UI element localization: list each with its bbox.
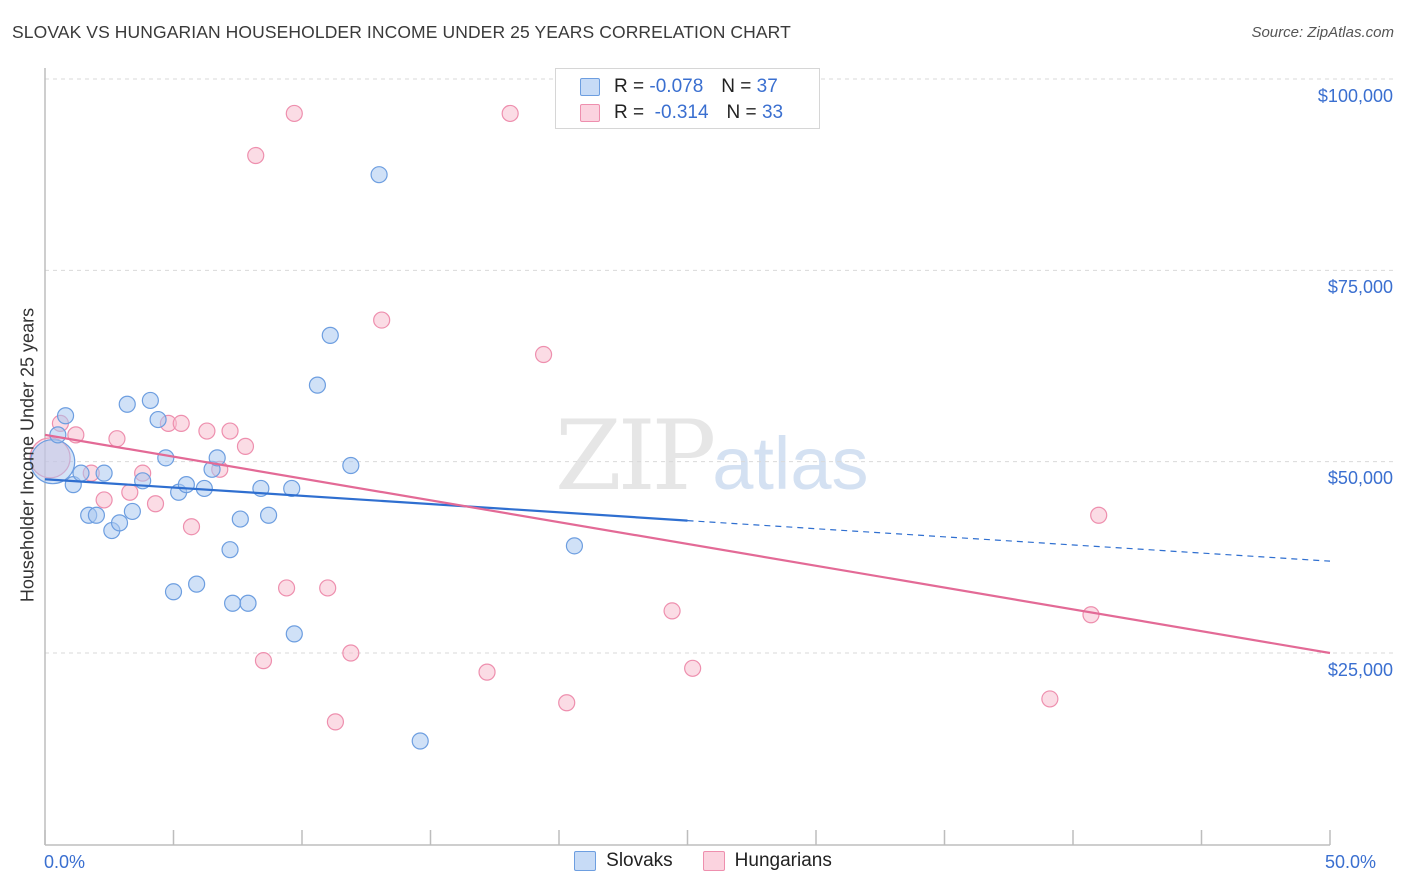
legend-label-hungarians: Hungarians <box>734 850 832 871</box>
slovak-point <box>188 575 206 593</box>
n-value: 37 <box>756 76 778 97</box>
slovak-point <box>342 456 360 475</box>
x-tick-label-max: 50.0% <box>1325 852 1377 872</box>
slovak-point <box>141 391 159 410</box>
hungarian-point <box>108 430 126 448</box>
watermark-atlas: atlas <box>712 422 869 505</box>
r-value: -0.078 <box>649 76 704 97</box>
slovak-point <box>157 449 175 467</box>
slovak-point <box>56 407 75 425</box>
slovak-point <box>110 514 129 532</box>
hungarian-point <box>478 663 496 681</box>
grid-lines <box>45 78 1393 654</box>
hungarian-point <box>198 422 216 440</box>
axes <box>44 68 1331 846</box>
series-slovaks <box>30 166 584 750</box>
slovak-point <box>118 395 136 413</box>
slovak-point <box>177 476 195 494</box>
series-hungarians <box>29 104 1108 731</box>
watermark: ZIPatlas <box>555 400 869 512</box>
r-value: -0.314 <box>654 102 709 123</box>
hungarian-point <box>326 713 345 731</box>
stats-legend: R = -0.078 N = 37 R = -0.314 N = 33 <box>555 68 820 129</box>
slovaks-swatch <box>580 78 600 96</box>
hungarian-point <box>121 483 139 501</box>
y-tick-label: $50,000 <box>1327 468 1393 488</box>
hungarian-point <box>285 104 303 123</box>
slovaks-trend-extension <box>687 519 1331 562</box>
legend-row-slovaks: R = -0.078 N = 37 <box>580 75 778 99</box>
r-label: R = <box>614 76 645 97</box>
slovak-point <box>49 426 67 444</box>
slovak-point <box>370 166 388 184</box>
hungarian-point <box>501 104 519 123</box>
y-tick-label: $100,000 <box>1317 86 1393 106</box>
slovak-point <box>259 506 278 524</box>
slovak-point <box>95 464 113 482</box>
slovak-point <box>221 541 239 559</box>
hungarian-point <box>373 311 391 329</box>
hungarian-point <box>146 495 165 513</box>
slovak-point <box>72 464 90 482</box>
trend-lines <box>44 433 1331 655</box>
hungarian-point <box>684 659 702 677</box>
hungarian-point <box>182 518 201 536</box>
series-legend: Slovaks Hungarians <box>0 850 1406 872</box>
legend-item-hungarians[interactable]: Hungarians <box>702 850 832 872</box>
slovak-point <box>321 326 339 344</box>
hungarian-point <box>236 437 255 455</box>
hungarian-point <box>95 491 113 509</box>
hungarian-point <box>247 146 265 165</box>
legend-item-slovaks[interactable]: Slovaks <box>574 850 673 872</box>
n-label: N = <box>721 76 752 97</box>
hungarian-point <box>254 652 273 670</box>
legend-row-hungarians: R = -0.314 N = 33 <box>580 101 783 125</box>
slovak-point <box>239 594 257 612</box>
hungarian-point <box>558 694 576 712</box>
slovak-point <box>208 449 226 467</box>
r-label: R = <box>614 102 645 123</box>
n-value: 33 <box>761 102 784 123</box>
hungarian-point <box>1041 690 1059 708</box>
slovak-point <box>283 479 301 498</box>
slovak-point <box>565 537 584 555</box>
chart-title: SLOVAK VS HUNGARIAN HOUSEHOLDER INCOME U… <box>12 22 791 42</box>
y-tick-label: $75,000 <box>1327 277 1393 297</box>
hungarians-swatch <box>580 104 600 122</box>
slovak-point <box>123 502 141 521</box>
watermark-zip: ZIP <box>555 400 716 512</box>
hungarian-point <box>342 644 360 662</box>
slovak-point <box>224 594 242 612</box>
slovak-point <box>164 583 183 601</box>
hungarian-point <box>1082 606 1100 624</box>
y-tick-label: $25,000 <box>1327 660 1393 680</box>
n-label: N = <box>726 102 757 123</box>
y-axis-label: Householder Income Under 25 years <box>17 307 38 603</box>
hungarian-point <box>319 579 337 597</box>
slovak-point <box>285 625 303 643</box>
hungarians-swatch <box>702 851 725 871</box>
hungarians-trend-line <box>44 433 1331 655</box>
hungarian-point <box>1090 506 1108 524</box>
hungarian-point <box>221 422 239 440</box>
hungarian-point <box>172 414 190 432</box>
hungarian-point <box>663 602 681 620</box>
hungarian-point <box>534 345 553 364</box>
slovak-point <box>308 376 327 394</box>
legend-label-slovaks: Slovaks <box>606 850 673 871</box>
slovak-point <box>87 506 106 524</box>
slovaks-swatch <box>574 851 597 871</box>
source-label: Source: ZipAtlas.com <box>1251 24 1394 41</box>
slovak-point <box>411 732 429 750</box>
x-tick-label-min: 0.0% <box>44 852 86 872</box>
hungarian-point <box>277 579 296 597</box>
slovak-point <box>149 410 167 429</box>
slovak-point <box>231 510 249 528</box>
slovaks-trend-line <box>44 478 688 522</box>
